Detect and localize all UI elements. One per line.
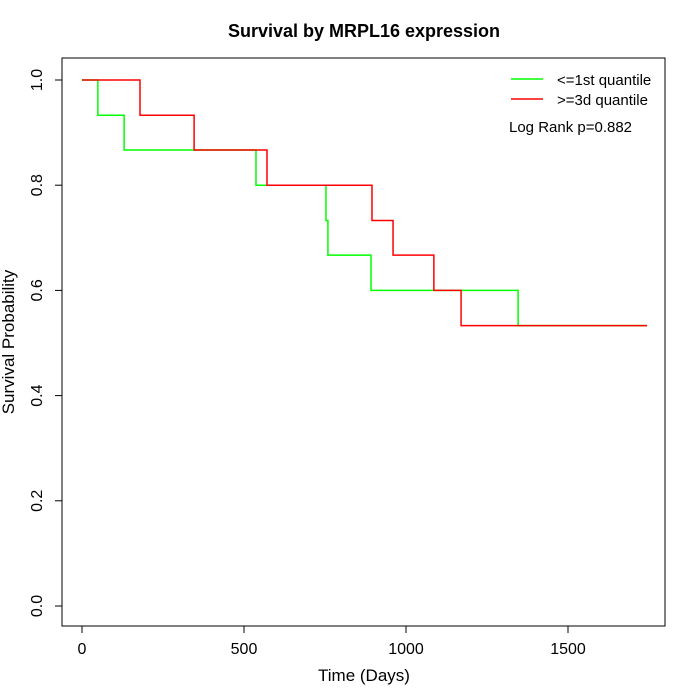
legend-label-1: <=1st quantile	[557, 72, 651, 89]
x-axis-label: Time (Days)	[318, 666, 410, 685]
x-tick-label: 1500	[550, 641, 586, 658]
y-tick-label: 0.0	[29, 595, 46, 617]
series-line-2	[82, 79, 648, 327]
series-lines	[82, 79, 648, 327]
y-axis: 0.0 0.2 0.4 0.6 0.8 1.0	[29, 69, 63, 617]
x-axis: 0 500 1000 1500	[78, 625, 586, 658]
y-tick-label: 0.2	[29, 490, 46, 512]
plot-frame	[61, 57, 666, 627]
y-tick-label: 0.6	[29, 279, 46, 301]
y-tick-label: 1.0	[29, 69, 46, 91]
series-line-1	[82, 79, 648, 327]
y-tick-label: 0.4	[29, 384, 46, 406]
legend: <=1st quantile >=3d quantile	[511, 72, 651, 109]
chart-title: Survival by MRPL16 expression	[228, 21, 500, 41]
log-rank-annotation: Log Rank p=0.882	[509, 119, 632, 136]
x-tick-label: 0	[78, 641, 87, 658]
x-tick-label: 1000	[388, 641, 424, 658]
x-tick-label: 500	[231, 641, 258, 658]
y-axis-label: Survival Probability	[0, 269, 18, 414]
legend-label-2: >=3d quantile	[557, 92, 648, 109]
y-tick-label: 0.8	[29, 174, 46, 196]
